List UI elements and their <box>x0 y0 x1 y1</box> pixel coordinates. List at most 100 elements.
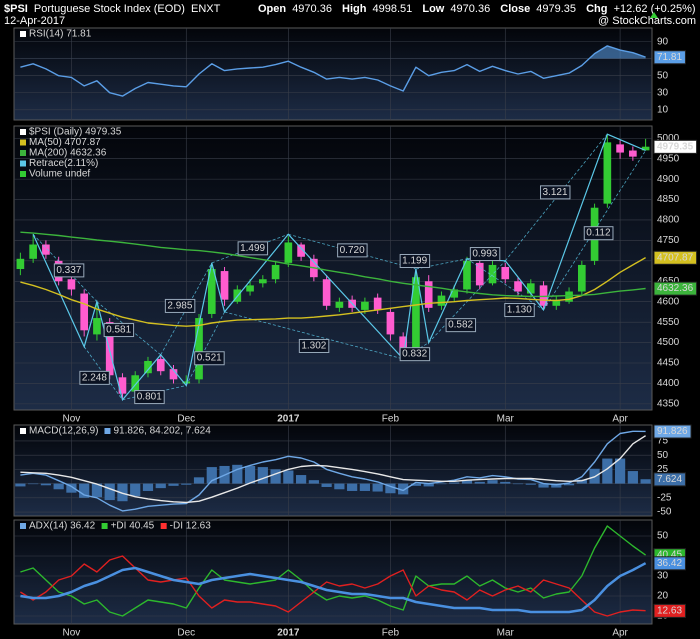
histogram-bar <box>627 471 638 484</box>
candle-body <box>463 260 471 290</box>
candle-body <box>297 244 305 257</box>
value-tag: 12.63 <box>657 605 682 616</box>
histogram-bar <box>142 483 154 491</box>
candle-body <box>80 293 89 331</box>
legend-marker <box>20 171 26 177</box>
histogram-bar <box>244 465 256 484</box>
histogram-bar <box>487 480 498 484</box>
legend-text: ADX(14) 36.42 <box>29 521 96 532</box>
histogram-bar <box>347 483 358 491</box>
header-line: $PSI Portuguese Stock Index (EOD) ENXT <box>4 3 221 15</box>
retrace-label: 0.337 <box>56 265 81 276</box>
y-tick-label: 4400 <box>657 378 680 389</box>
histogram-bar <box>181 483 192 485</box>
y-tick-label: 4850 <box>657 194 680 205</box>
histogram-bar <box>321 483 332 487</box>
y-tick-label: 50 <box>657 450 669 461</box>
x-tick-label: Mar <box>497 414 515 425</box>
value-tag-box <box>653 139 698 154</box>
legend-marker <box>20 523 26 529</box>
value-tag: 4632.36 <box>657 283 694 294</box>
retrace-label-box <box>469 247 501 262</box>
value-tag: 71.81 <box>657 52 682 63</box>
candle-body <box>131 375 140 392</box>
candle-body <box>195 318 203 380</box>
legend-marker <box>101 523 108 529</box>
histogram-bar <box>334 483 345 490</box>
series-line <box>20 231 646 298</box>
value-tag: 91.826 <box>657 426 688 437</box>
histogram-bar <box>500 481 511 484</box>
histogram-bar <box>474 481 485 484</box>
quote-value: 4970.36 <box>450 3 490 15</box>
legend-text: +DI 40.45 <box>111 521 155 532</box>
histogram-bar <box>130 483 141 497</box>
histogram-bar <box>576 479 587 484</box>
quote-value: 4970.36 <box>292 3 332 15</box>
histogram-bar <box>410 483 422 486</box>
histogram-bar <box>193 477 205 484</box>
x-tick-label: Apr <box>612 628 628 639</box>
y-tick-label: 4900 <box>657 174 680 185</box>
y-tick-label: -25 <box>657 492 672 503</box>
candle-body <box>67 279 76 290</box>
legend-text: $PSI (Daily) 4979.35 <box>29 127 122 138</box>
x-tick-label: Nov <box>63 414 81 425</box>
candle-body <box>144 360 152 374</box>
series-line <box>20 430 646 512</box>
value-tag-box <box>653 472 686 487</box>
histogram-bar <box>385 483 396 494</box>
candle-body <box>335 301 344 308</box>
retrace-label: 0.112 <box>586 228 611 239</box>
histogram-bar <box>461 480 473 484</box>
date: 12-Apr-2017 <box>4 15 65 27</box>
y-tick-label: 5000 <box>657 133 680 144</box>
candle-body <box>361 301 369 310</box>
histogram-bar <box>257 467 268 484</box>
histogram-bar <box>551 483 562 488</box>
quote-label: Close <box>500 3 530 15</box>
x-tick-label: 2017 <box>277 628 300 639</box>
histogram-bar <box>423 483 434 487</box>
histogram-bar <box>525 483 536 485</box>
candle-body <box>118 377 127 394</box>
y-tick-label: 4600 <box>657 296 680 307</box>
x-tick-label: Apr <box>612 414 628 425</box>
y-tick-label: 4550 <box>657 317 680 328</box>
histogram-bar <box>91 483 103 498</box>
histogram-bar <box>449 482 460 484</box>
retrace-line <box>543 150 646 311</box>
histogram-bar <box>79 483 90 498</box>
plot <box>14 28 652 120</box>
histogram-bar <box>436 483 447 485</box>
x-tick-label: Dec <box>177 628 195 639</box>
candle-body <box>373 297 382 310</box>
y-tick-label: 4950 <box>657 153 680 164</box>
candle-body <box>93 318 101 335</box>
retrace-label: 0.521 <box>197 353 222 364</box>
retrace-label: 0.832 <box>402 349 427 360</box>
x-tick-label: Feb <box>382 414 400 425</box>
y-tick-label: 20 <box>657 591 669 602</box>
histogram-bar <box>563 483 575 486</box>
candle-body <box>450 289 459 298</box>
histogram-bar <box>398 483 409 495</box>
candle-body <box>526 283 535 294</box>
panel-background <box>13 424 653 517</box>
panel-background <box>13 125 653 411</box>
x-tick-label: Mar <box>497 628 515 639</box>
series-line <box>20 45 646 97</box>
quote-label: High <box>342 3 367 15</box>
legend-marker <box>20 129 26 135</box>
panel-background <box>13 519 653 625</box>
value-tag-box <box>653 50 686 65</box>
retrace-line <box>185 311 225 386</box>
histogram-bar <box>28 483 39 485</box>
legend-marker <box>20 139 26 146</box>
value-tag-box <box>653 281 698 296</box>
candle-body <box>182 381 191 384</box>
histogram-bar <box>40 483 52 486</box>
y-tick-label: 25 <box>657 464 669 475</box>
legend-text: Volume undef <box>29 169 90 180</box>
retrace-label: 2.985 <box>167 300 192 311</box>
